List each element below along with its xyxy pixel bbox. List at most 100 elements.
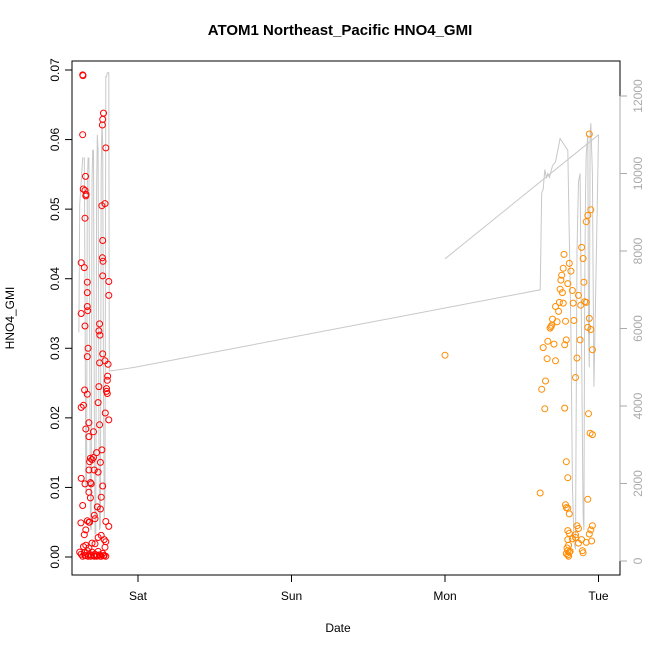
chart-title: ATOM1 Northeast_Pacific HNO4_GMI: [208, 22, 473, 39]
y2-tick-label: 0: [631, 557, 645, 564]
y-tick-label: 0.00: [48, 545, 62, 569]
data-point: [103, 376, 111, 384]
data-point: [105, 522, 113, 530]
data-point: [557, 276, 565, 284]
data-point: [550, 340, 558, 348]
data-point: [83, 517, 91, 525]
data-point: [558, 271, 566, 279]
y-tick-label: 0.03: [48, 336, 62, 360]
data-point: [99, 272, 107, 280]
data-point: [80, 531, 88, 539]
data-point: [95, 383, 103, 391]
y-tick-label: 0.07: [48, 58, 62, 82]
data-point: [99, 350, 107, 358]
data-point: [561, 341, 569, 349]
data-point: [441, 351, 449, 359]
data-point: [552, 303, 559, 310]
data-point: [579, 255, 587, 262]
data-point: [102, 144, 110, 152]
data-point: [105, 416, 113, 424]
data-point: [585, 314, 593, 322]
data-point: [82, 191, 90, 198]
data-point: [86, 479, 94, 487]
data-point: [568, 287, 576, 294]
y2-tick-label: 4000: [631, 392, 645, 419]
data-point: [86, 494, 94, 502]
data-point: [100, 536, 108, 544]
data-point: [88, 539, 96, 547]
data-point: [577, 301, 585, 309]
data-point: [555, 298, 563, 306]
y-tick-label: 0.01: [48, 475, 62, 499]
data-point: [99, 115, 107, 123]
data-point: [87, 480, 95, 488]
data-point: [97, 493, 105, 501]
data-point: [584, 211, 592, 219]
data-point: [96, 320, 104, 328]
data-point: [96, 421, 104, 429]
data-point: [539, 344, 547, 352]
plot-frame: [71, 60, 621, 576]
data-point: [102, 518, 110, 525]
data-point: [564, 280, 572, 288]
data-point: [552, 357, 559, 365]
data-point: [90, 466, 98, 474]
data-point: [575, 525, 582, 532]
data-point: [567, 267, 575, 275]
data-point: [91, 540, 99, 548]
x-tick-label: Mon: [433, 589, 456, 603]
data-point: [582, 538, 590, 546]
data-point: [93, 449, 101, 457]
altitude-line-2: [78, 72, 599, 550]
data-point: [576, 336, 584, 344]
data-point: [90, 454, 97, 461]
data-point: [98, 121, 106, 129]
data-point: [85, 419, 93, 427]
data-point: [99, 237, 107, 244]
data-point: [83, 289, 91, 297]
data-point: [566, 547, 574, 555]
data-point: [575, 291, 582, 299]
data-point: [561, 404, 569, 412]
data-point: [80, 401, 87, 409]
altitude-layer: [78, 72, 599, 550]
data-point: [553, 318, 561, 326]
data-point: [585, 130, 593, 138]
data-point: [103, 385, 110, 393]
data-point: [562, 317, 569, 325]
y2-tick-label: 2000: [631, 470, 645, 497]
data-point: [90, 428, 97, 436]
data-point: [79, 131, 87, 139]
data-point: [536, 489, 544, 497]
data-point: [81, 214, 89, 222]
x-tick-label: Sun: [281, 589, 302, 603]
y-tick-label: 0.06: [48, 128, 62, 152]
data-point: [77, 519, 85, 527]
altitude-line-3: [444, 134, 599, 260]
data-point: [104, 360, 112, 368]
data-point: [570, 317, 578, 324]
data-point: [543, 355, 551, 363]
data-point: [582, 298, 590, 306]
data-point: [99, 482, 107, 490]
y-tick-label: 0.02: [48, 406, 62, 430]
data-point: [578, 243, 586, 251]
x-tick-label: Tue: [588, 589, 609, 603]
data-point: [100, 552, 107, 560]
y-tick-label: 0.05: [48, 197, 62, 221]
data-point: [569, 299, 577, 307]
data-point: [587, 526, 595, 534]
y-axis-label: HNO4_GMI: [3, 287, 17, 350]
data-point: [555, 307, 563, 315]
data-point: [95, 327, 103, 335]
data-point: [105, 278, 113, 285]
data-point: [83, 353, 91, 361]
data-point: [98, 446, 106, 454]
data-point: [562, 458, 570, 466]
data-point: [91, 515, 99, 523]
data-point: [84, 307, 92, 315]
data-point: [559, 264, 567, 272]
data-point: [88, 456, 96, 464]
data-point: [565, 259, 573, 267]
